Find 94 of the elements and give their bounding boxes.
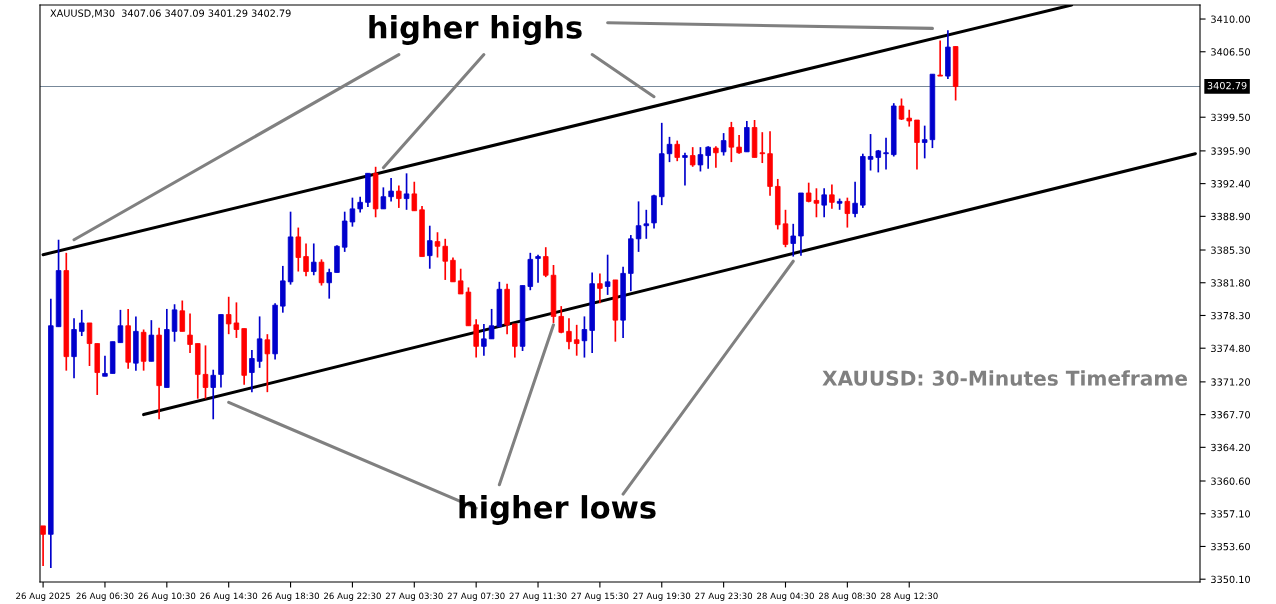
candlestick [264, 333, 271, 393]
x-tick-label: 28 Aug 08:30 [818, 592, 876, 601]
candlestick [179, 299, 186, 333]
candlestick [720, 132, 727, 157]
candlestick [790, 222, 796, 258]
candlestick [674, 139, 680, 163]
y-tick-label: 3357.10 [1211, 510, 1250, 518]
candlestick [512, 323, 518, 359]
candlestick [427, 224, 433, 270]
candlestick [295, 226, 302, 273]
candlestick [535, 253, 541, 284]
x-tick-label: 26 Aug 18:30 [262, 592, 320, 601]
candlestick [852, 180, 858, 219]
annotation: higher lows [459, 495, 656, 525]
candlestick [604, 253, 611, 296]
x-tick-label: 26 Aug 06:30 [76, 592, 134, 601]
candlestick [883, 136, 889, 171]
y-tick-label: 3371.20 [1211, 378, 1250, 386]
candlestick [689, 146, 696, 168]
x-tick-label: 27 Aug 07:30 [447, 592, 505, 601]
candlestick [102, 354, 108, 378]
x-tick-label: 27 Aug 23:30 [695, 592, 753, 601]
y-tick-label: 3378.30 [1211, 311, 1250, 320]
candlestick [573, 323, 580, 357]
candlestick [666, 136, 673, 163]
candlestick [728, 121, 735, 163]
candlestick [434, 231, 441, 259]
candlestick [782, 208, 789, 249]
candlestick [581, 315, 588, 359]
candlestick [171, 303, 178, 343]
candlestick [682, 151, 688, 187]
candlestick [713, 145, 719, 169]
candlestick [411, 180, 418, 212]
y-tick-label: 3353.60 [1211, 542, 1250, 551]
x-tick-label: 28 Aug 12:30 [880, 592, 938, 601]
candlestick [450, 256, 456, 283]
candlestick [318, 258, 325, 287]
candlestick [249, 349, 255, 393]
candlestick [481, 323, 487, 357]
annotation: XAUUSD,M30 3407.06 3407.09 3401.29 3402.79 [50, 9, 291, 18]
candlestick [597, 272, 603, 305]
candlestick [829, 183, 835, 210]
annotation: XAUUSD: 30-Minutes Timeframe [822, 370, 1188, 386]
candlestick [396, 184, 402, 209]
candlestick [705, 145, 711, 170]
y-tick-label: 3385.30 [1211, 246, 1250, 254]
y-tick-label: 3388.90 [1211, 212, 1250, 221]
y-tick-label: 3367.70 [1211, 411, 1250, 419]
y-tick-label: 3395.90 [1211, 147, 1250, 155]
y-tick-label: 3374.80 [1211, 344, 1250, 353]
ref-line-label: 3402.79 [1207, 81, 1247, 90]
x-tick-label: 27 Aug 15:30 [571, 592, 629, 601]
x-tick-label: 26 Aug 14:30 [200, 592, 258, 601]
candlestick [326, 267, 332, 300]
candlestick [473, 318, 479, 359]
candlestick [202, 344, 209, 400]
x-tick-label: 27 Aug 11:30 [509, 592, 567, 601]
candlestick [388, 177, 394, 203]
candlestick [914, 119, 920, 171]
y-tick-label: 3350.10 [1211, 575, 1250, 584]
candlestick [736, 134, 742, 155]
x-tick-label: 27 Aug 19:30 [633, 592, 691, 601]
x-tick-label: 27 Aug 03:30 [385, 592, 443, 601]
y-tick-label: 3410.00 [1211, 15, 1250, 23]
candlestick [79, 309, 85, 337]
candlestick [187, 312, 193, 354]
candlestick [303, 242, 309, 278]
candlestick [558, 305, 564, 335]
x-tick-label: 28 Aug 04:30 [757, 592, 814, 601]
candlestick [380, 186, 387, 210]
annotation: higher highs [369, 15, 582, 45]
candlestick [697, 146, 704, 173]
candlestick [844, 196, 851, 229]
y-tick-label: 3392.40 [1211, 180, 1250, 188]
candlestick [210, 368, 216, 421]
x-tick-label: 26 Aug 22:30 [324, 592, 381, 601]
candlestick [40, 525, 46, 567]
y-tick-label: 3360.60 [1211, 477, 1250, 485]
candlestick [906, 108, 912, 128]
candlestick [821, 187, 827, 219]
candlestick [86, 322, 93, 367]
candlestick [937, 39, 943, 77]
candlestick [311, 242, 317, 277]
y-tick-label: 3399.50 [1211, 113, 1250, 122]
y-tick-label: 3406.50 [1211, 48, 1250, 56]
y-tick-label: 3364.20 [1211, 443, 1250, 452]
x-tick-label: 26 Aug 2025 [16, 592, 70, 601]
candlestick [543, 246, 549, 278]
y-tick-label: 3381.80 [1211, 279, 1250, 287]
candlestick [256, 315, 263, 369]
candlestick [566, 317, 572, 350]
x-tick-label: 26 Aug 10:30 [138, 592, 196, 601]
candlestick [403, 172, 410, 211]
candlestick [442, 237, 448, 281]
